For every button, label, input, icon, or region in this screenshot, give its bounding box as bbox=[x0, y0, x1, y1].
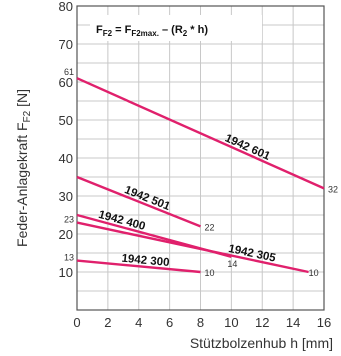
y-tick-label: 30 bbox=[59, 189, 73, 204]
y-tick-label: 50 bbox=[59, 113, 73, 128]
y-tick-label: 80 bbox=[59, 0, 73, 14]
y-tick-label: 20 bbox=[59, 227, 73, 242]
x-tick-labels: 0 2 4 6 8 10 12 14 16 bbox=[73, 315, 331, 330]
series-line bbox=[76, 259, 201, 274]
x-axis-label: Stützbolzenhub h [mm] bbox=[190, 335, 333, 351]
start-value-label: 61 bbox=[64, 67, 74, 77]
series-name-label: 1942 300 bbox=[121, 253, 170, 269]
x-tick-label: 8 bbox=[197, 315, 204, 330]
x-tick-label: 12 bbox=[255, 315, 269, 330]
x-tick-label: 4 bbox=[135, 315, 142, 330]
end-value-label: 22 bbox=[205, 222, 215, 232]
y-tick-label: 10 bbox=[59, 265, 73, 280]
x-tick-label: 2 bbox=[104, 315, 111, 330]
y-tick-label: 70 bbox=[59, 37, 73, 52]
y-tick-label: 60 bbox=[59, 75, 73, 90]
y-tick-labels: 10 20 30 40 50 60 70 80 bbox=[59, 0, 73, 280]
x-tick-label: 10 bbox=[224, 315, 238, 330]
start-value-label: 13 bbox=[64, 253, 74, 263]
series-lines bbox=[76, 77, 325, 274]
x-tick-label: 16 bbox=[317, 315, 331, 330]
x-tick-label: 6 bbox=[166, 315, 173, 330]
formula-box bbox=[90, 15, 262, 41]
series-line bbox=[76, 221, 309, 274]
y-tick-label: 40 bbox=[59, 151, 73, 166]
end-value-label: 14 bbox=[227, 259, 237, 269]
end-value-label: 32 bbox=[328, 184, 338, 194]
start-value-label: 23 bbox=[64, 215, 74, 225]
y-axis-label: Feder-Anlagekraft FF2 [N] bbox=[14, 89, 33, 247]
end-labels: 61 32 22 14 23 10 13 10 bbox=[64, 67, 338, 278]
formula: FF2 = FF2max. – (R2 * h) bbox=[96, 24, 208, 38]
x-tick-label: 0 bbox=[73, 315, 80, 330]
series-line bbox=[76, 175, 201, 228]
series-line bbox=[76, 77, 325, 190]
plot-frame bbox=[76, 5, 325, 311]
x-tick-label: 14 bbox=[286, 315, 300, 330]
end-value-label: 10 bbox=[309, 268, 319, 278]
end-value-label: 10 bbox=[205, 268, 215, 278]
